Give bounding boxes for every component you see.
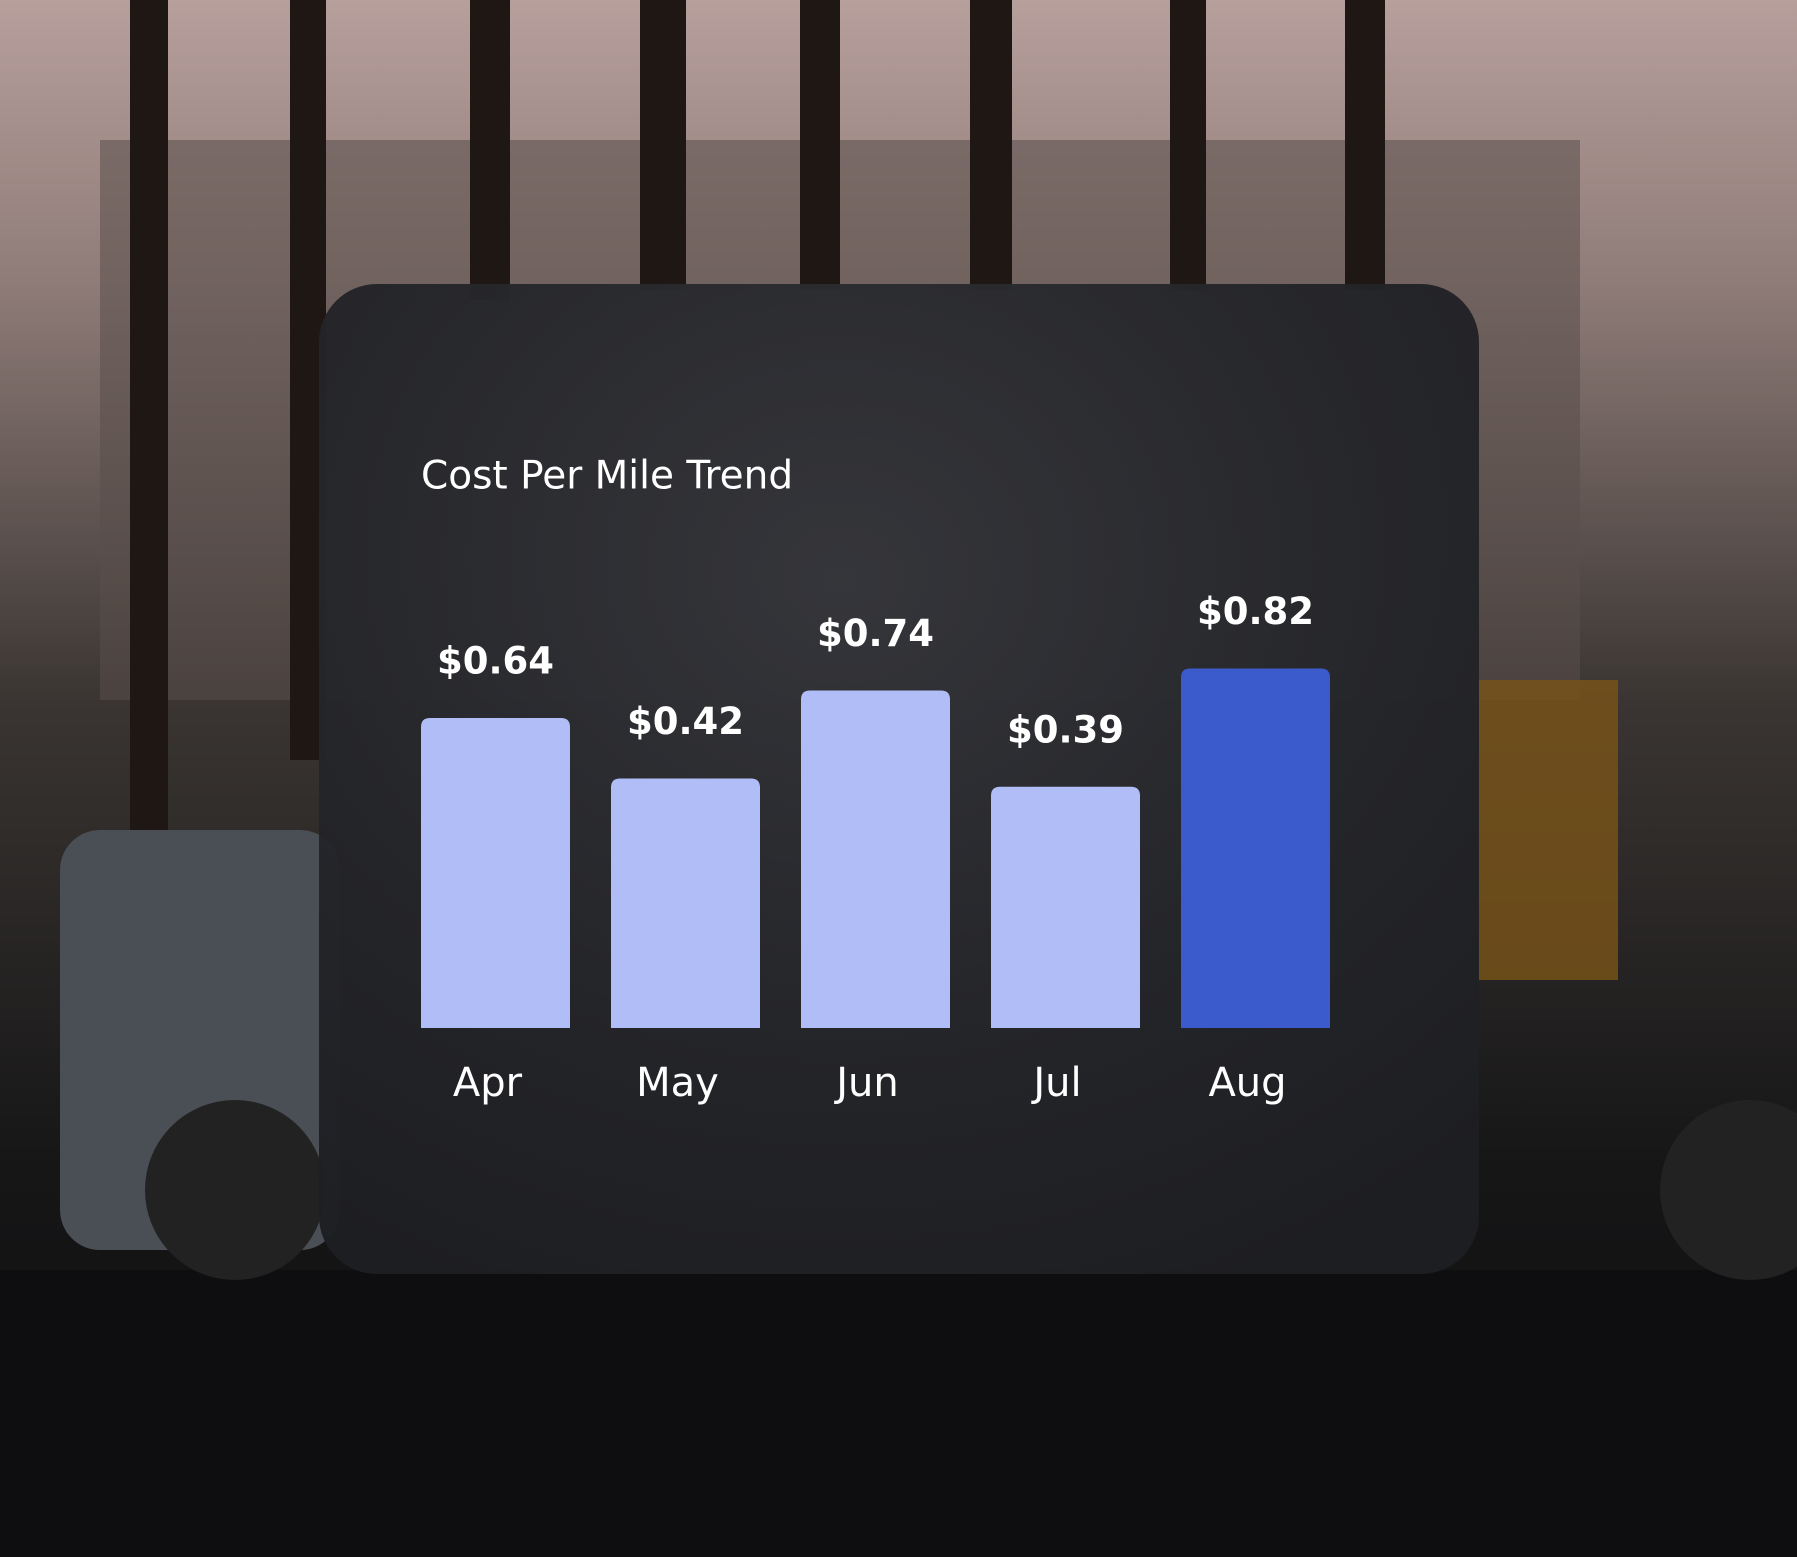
bar <box>991 786 1140 1028</box>
x-tick-label: Jun <box>833 1060 899 1106</box>
x-tick-label: Jul <box>1030 1060 1081 1106</box>
value-label: $0.74 <box>817 612 934 655</box>
x-tick-label: Aug <box>1208 1060 1286 1106</box>
value-label: $0.39 <box>1007 708 1124 751</box>
bar <box>421 718 570 1028</box>
value-label: $0.82 <box>1197 590 1314 633</box>
bar <box>801 690 950 1028</box>
value-label: $0.42 <box>627 700 744 743</box>
x-tick-label: May <box>636 1060 719 1106</box>
x-tick-label: Apr <box>453 1060 523 1106</box>
bar <box>611 778 760 1028</box>
bar <box>1181 668 1330 1028</box>
chart-title: Cost Per Mile Trend <box>421 454 793 499</box>
value-label: $0.64 <box>437 640 554 683</box>
